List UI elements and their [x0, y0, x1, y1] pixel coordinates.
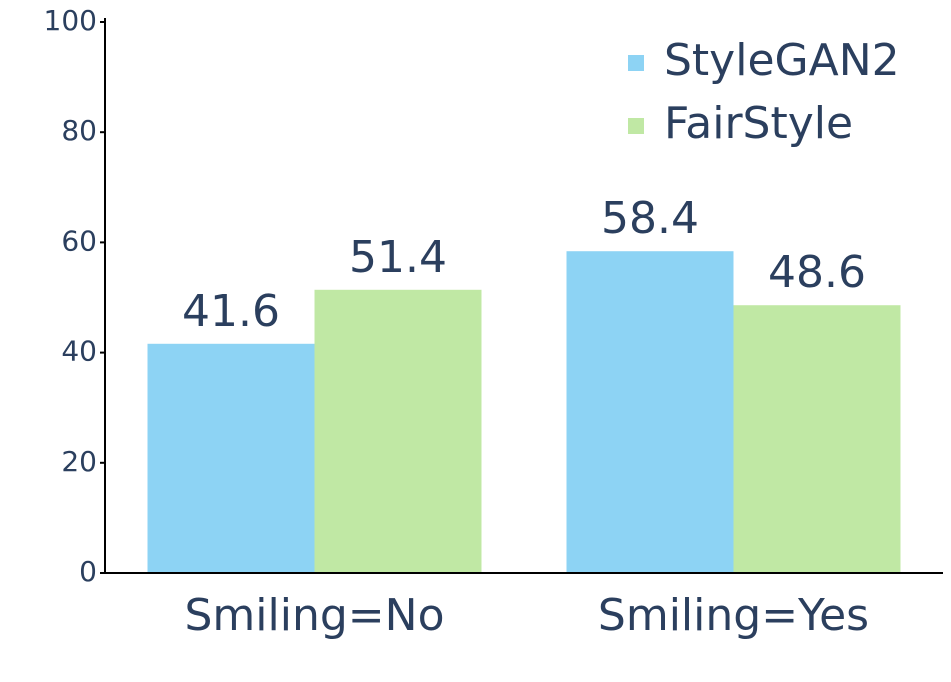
- x-tick-label: Smiling=No: [185, 590, 445, 641]
- y-tick-label: 60: [61, 224, 97, 257]
- y-tick-label: 40: [61, 335, 97, 368]
- bar: [147, 343, 315, 573]
- x-tick-label: Smiling=Yes: [598, 590, 869, 641]
- value-label: 51.4: [349, 232, 447, 283]
- bar: [314, 289, 482, 573]
- bar: [566, 251, 734, 573]
- value-label: 41.6: [182, 286, 280, 337]
- value-label: 58.4: [601, 193, 699, 244]
- y-tick-label: 0: [79, 555, 97, 588]
- legend-swatch: [628, 118, 644, 134]
- legend-label: StyleGAN2: [664, 35, 900, 86]
- y-tick-label: 80: [61, 114, 97, 147]
- y-tick-label: 100: [44, 4, 97, 37]
- bar: [733, 305, 901, 573]
- y-tick-label: 20: [61, 445, 97, 478]
- legend-label: FairStyle: [664, 98, 853, 149]
- legend-swatch: [628, 55, 644, 71]
- value-label: 48.6: [768, 247, 866, 298]
